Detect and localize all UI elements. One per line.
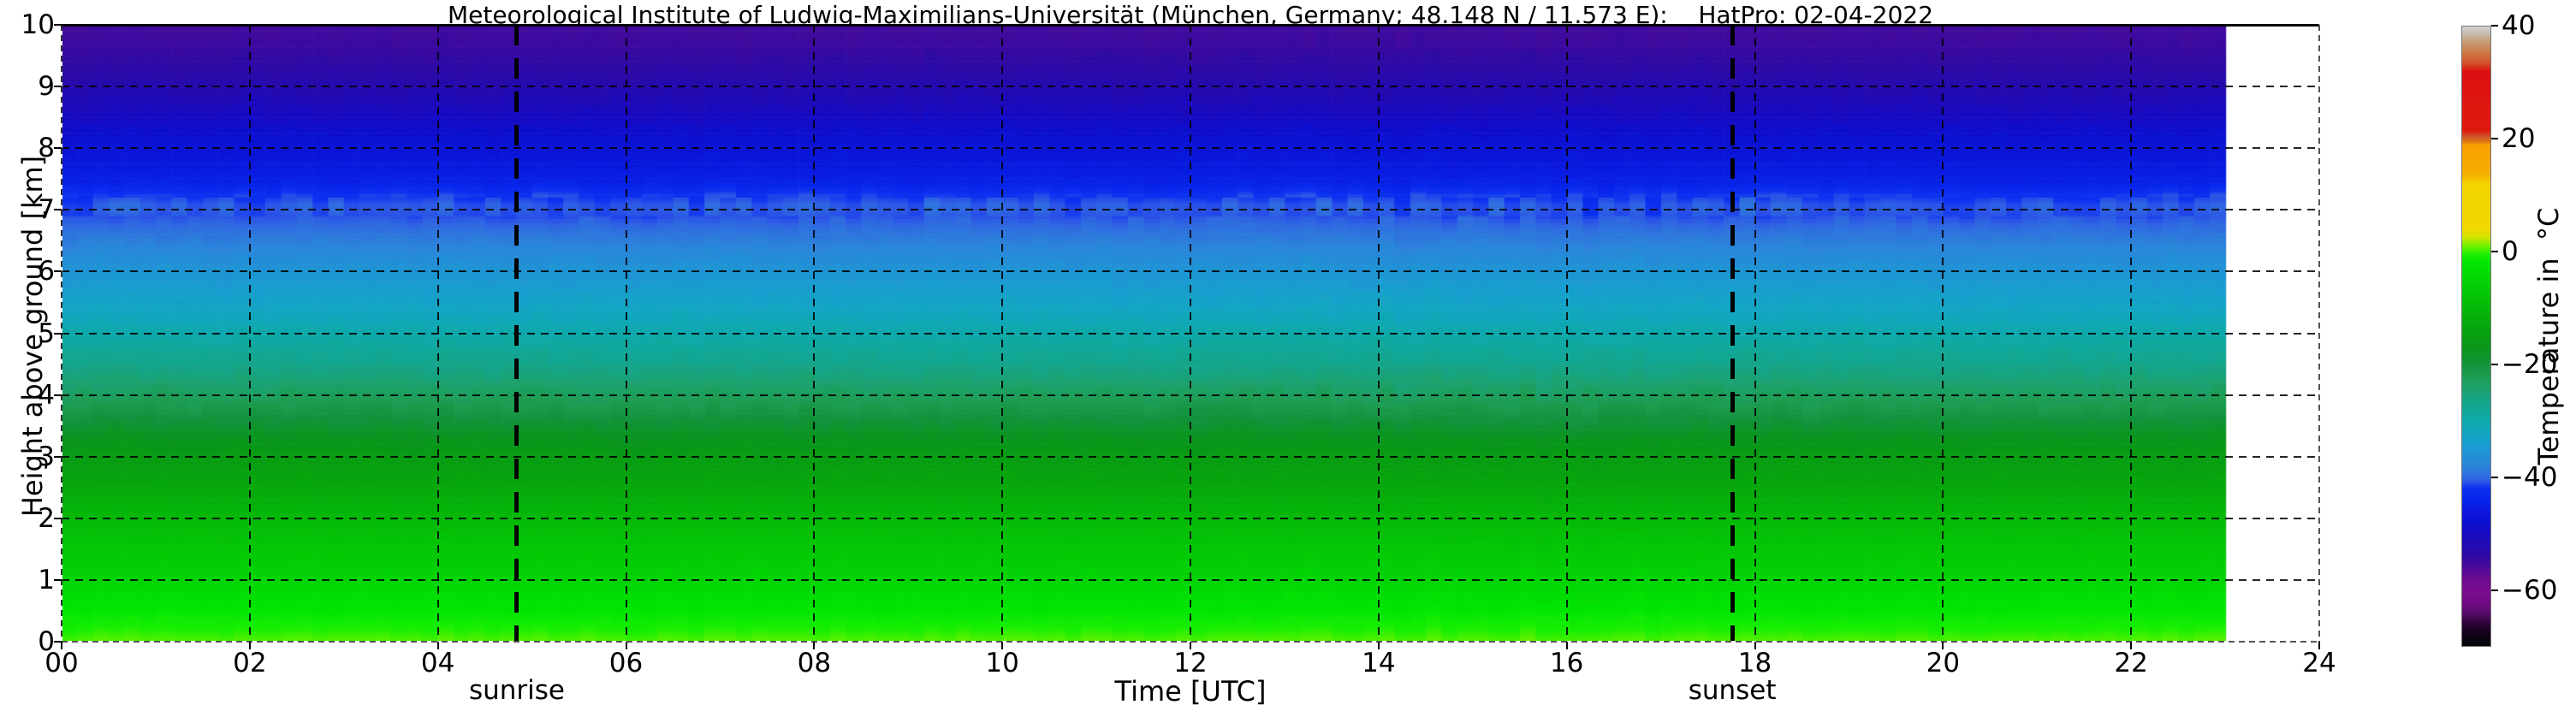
colorbar-tick-label: −20 [2502,349,2558,380]
y-tick-label: 3 [38,441,55,472]
x-tick-mark [1377,642,1380,649]
colorbar-tick-label: 20 [2502,123,2536,154]
colorbar-tick-mark [2491,138,2498,139]
x-tick-mark [61,642,62,649]
right-spine [2318,25,2320,642]
colorbar-tick-mark [2491,251,2498,252]
x-tick-mark [1190,642,1191,649]
y-tick-label: 2 [38,502,55,534]
y-tick-label: 9 [38,71,55,103]
colorbar-tick-label: 0 [2502,236,2519,267]
x-tick-label: 12 [1173,648,1208,678]
colorbar-tick-label: −40 [2502,462,2558,493]
colorbar [2461,26,2491,647]
y-tick-label: 4 [38,379,55,411]
sunset-label: sunset [1688,675,1777,705]
x-tick-mark [1001,642,1004,649]
x-tick-label: 04 [420,648,455,678]
y-tick-label: 5 [38,317,55,349]
colorbar-tick-mark [2491,364,2498,365]
y-tick-label: 0 [38,626,55,657]
colorbar-tick-mark [2491,589,2498,591]
colorbar-tick-mark [2491,25,2498,27]
y-tick-mark [54,517,62,519]
x-tick-label: 02 [233,648,267,678]
x-tick-label: 24 [2302,648,2336,678]
x-tick-mark [813,642,816,649]
y-tick-label: 10 [21,9,55,40]
x-tick-label: 08 [797,648,832,678]
y-tick-mark [54,394,62,396]
y-tick-mark [54,332,62,335]
colorbar-label: Temperature in °C [2532,207,2565,465]
heatmap-canvas [62,25,2319,642]
y-tick-mark [54,86,62,88]
x-tick-label: 18 [1737,648,1772,678]
y-tick-mark [54,24,62,26]
x-tick-mark [2130,642,2133,649]
y-tick-mark [54,209,62,211]
x-tick-label: 00 [45,648,79,678]
y-tick-label: 8 [38,133,55,164]
y-tick-mark [54,147,62,150]
sunrise-label: sunrise [468,675,565,705]
left-spine [61,25,62,642]
y-tick-mark [54,270,62,273]
y-tick-label: 1 [38,564,55,595]
x-tick-label: 22 [2114,648,2148,678]
top-spine [62,24,2319,27]
x-axis-label: Time [UTC] [1114,675,1267,705]
x-tick-mark [2318,642,2320,649]
x-tick-label: 10 [985,648,1019,678]
colorbar-tick-mark [2491,477,2498,478]
x-tick-mark [248,642,251,649]
y-axis-label: Height above ground [km] [16,155,49,518]
x-tick-label: 20 [1926,648,1961,678]
y-tick-label: 6 [38,256,55,287]
plot-area [61,24,2320,643]
x-tick-mark [625,642,627,649]
x-tick-label: 14 [1362,648,1396,678]
colorbar-tick-label: 40 [2502,10,2536,41]
x-tick-mark [436,642,439,649]
x-tick-mark [1754,642,1756,649]
colorbar-tick-label: −60 [2502,575,2558,606]
y-tick-label: 7 [38,194,55,226]
y-tick-mark [54,455,62,458]
x-tick-mark [1565,642,1568,649]
x-tick-mark [1942,642,1944,649]
y-tick-mark [54,641,62,643]
x-tick-label: 06 [608,648,644,678]
x-tick-label: 16 [1549,648,1584,678]
y-tick-mark [54,578,62,581]
